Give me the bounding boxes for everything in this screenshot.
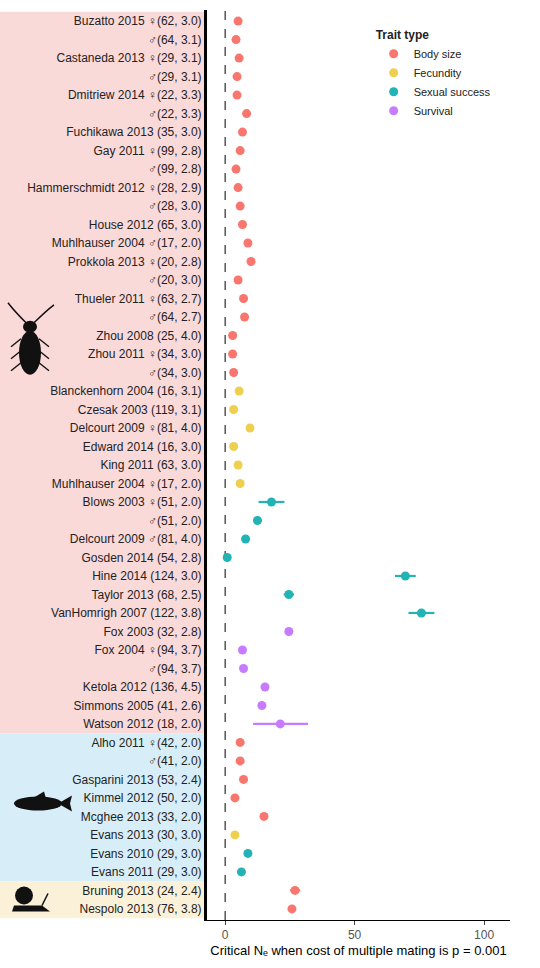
svg-text:Kimmel 2012 (50, 2.0): Kimmel 2012 (50, 2.0) xyxy=(84,791,202,805)
svg-text:Evans 2011 (29, 3.0): Evans 2011 (29, 3.0) xyxy=(91,865,202,879)
svg-text:Dmitriew 2014 ♀(22, 3.3): Dmitriew 2014 ♀(22, 3.3) xyxy=(68,88,202,102)
svg-text:Delcourt 2009 ♂(81, 4.0): Delcourt 2009 ♂(81, 4.0) xyxy=(70,532,202,546)
svg-text:Zhou 2011 ♀(34, 3.0): Zhou 2011 ♀(34, 3.0) xyxy=(88,347,202,361)
svg-text:Simmons 2005 (41, 2.6): Simmons 2005 (41, 2.6) xyxy=(74,699,202,713)
svg-text:Edward 2014 (16, 3.0): Edward 2014 (16, 3.0) xyxy=(83,440,202,454)
svg-text:0: 0 xyxy=(222,928,229,942)
svg-text:♂(29, 3.1): ♂(29, 3.1) xyxy=(148,70,202,84)
svg-text:♂(64, 2.7): ♂(64, 2.7) xyxy=(148,310,202,324)
svg-text:♂(94, 3.7): ♂(94, 3.7) xyxy=(148,662,202,676)
svg-text:House 2012 (65, 3.0): House 2012 (65, 3.0) xyxy=(89,218,202,232)
svg-text:Alho 2011 ♀(42, 2.0): Alho 2011 ♀(42, 2.0) xyxy=(91,736,201,750)
svg-text:Survival: Survival xyxy=(414,105,453,117)
svg-text:♂(64, 3.1): ♂(64, 3.1) xyxy=(148,33,202,47)
svg-text:Fecundity: Fecundity xyxy=(414,67,462,79)
svg-text:Taylor 2013 (68, 2.5): Taylor 2013 (68, 2.5) xyxy=(92,588,202,602)
svg-text:Muhlhauser 2004 ♀(17, 2.0): Muhlhauser 2004 ♀(17, 2.0) xyxy=(52,477,202,491)
svg-text:Blanckenhorn 2004 (16, 3.1): Blanckenhorn 2004 (16, 3.1) xyxy=(50,384,201,398)
svg-text:Evans 2010 (29, 3.0): Evans 2010 (29, 3.0) xyxy=(90,847,201,861)
svg-text:♂(41, 2.0): ♂(41, 2.0) xyxy=(148,754,202,768)
svg-text:♂(22, 3.3): ♂(22, 3.3) xyxy=(148,107,202,121)
svg-text:♂(34, 3.0): ♂(34, 3.0) xyxy=(148,366,202,380)
svg-text:Thueler 2011 ♀(63, 2.7): Thueler 2011 ♀(63, 2.7) xyxy=(75,292,202,306)
svg-text:100: 100 xyxy=(474,928,494,942)
svg-text:Gasparini 2013 (53, 2.4): Gasparini 2013 (53, 2.4) xyxy=(72,773,201,787)
svg-text:Trait type: Trait type xyxy=(376,28,430,42)
svg-text:King 2011 (63, 3.0): King 2011 (63, 3.0) xyxy=(100,458,201,472)
svg-text:♂(99, 2.8): ♂(99, 2.8) xyxy=(148,162,202,176)
svg-text:VanHomrigh 2007 (122, 3.8): VanHomrigh 2007 (122, 3.8) xyxy=(51,606,202,620)
svg-text:50: 50 xyxy=(348,928,362,942)
svg-text:Gosden 2014 (54, 2.8): Gosden 2014 (54, 2.8) xyxy=(82,551,202,565)
svg-text:Hine 2014 (124, 3.0): Hine 2014 (124, 3.0) xyxy=(92,569,201,583)
svg-text:Gay 2011 ♀(99, 2.8): Gay 2011 ♀(99, 2.8) xyxy=(93,144,201,158)
svg-text:Hammerschmidt 2012 ♀(28, 2.9): Hammerschmidt 2012 ♀(28, 2.9) xyxy=(27,181,201,195)
svg-text:♂(28, 3.0): ♂(28, 3.0) xyxy=(148,199,202,213)
svg-text:Muhlhauser 2004 ♂(17, 2.0): Muhlhauser 2004 ♂(17, 2.0) xyxy=(52,236,202,250)
svg-text:Fox 2003 (32, 2.8): Fox 2003 (32, 2.8) xyxy=(104,625,202,639)
svg-text:Fox 2004 ♀(94, 3.7): Fox 2004 ♀(94, 3.7) xyxy=(95,643,202,657)
svg-text:Buzatto 2015 ♀(62, 3.0): Buzatto 2015 ♀(62, 3.0) xyxy=(74,14,202,28)
svg-text:Prokkola 2013 ♀(20, 2.8): Prokkola 2013 ♀(20, 2.8) xyxy=(68,255,202,269)
svg-text:Czesak 2003 (119, 3.1): Czesak 2003 (119, 3.1) xyxy=(78,403,202,417)
svg-text:Sexual success: Sexual success xyxy=(414,86,491,98)
svg-text:Bruning 2013 (24, 2.4): Bruning 2013 (24, 2.4) xyxy=(82,884,201,898)
svg-text:Fuchikawa 2013 (35, 3.0): Fuchikawa 2013 (35, 3.0) xyxy=(66,125,201,139)
svg-text:Nespolo 2013 (76, 3.8): Nespolo 2013 (76, 3.8) xyxy=(80,902,202,916)
svg-text:♂(51, 2.0): ♂(51, 2.0) xyxy=(148,514,202,528)
svg-text:Blows 2003 ♀(51, 2.0): Blows 2003 ♀(51, 2.0) xyxy=(83,495,202,509)
svg-text:Critical Nₑ when cost of multi: Critical Nₑ when cost of multiple mating… xyxy=(210,943,506,958)
svg-text:Watson 2012 (18, 2.0): Watson 2012 (18, 2.0) xyxy=(83,717,201,731)
svg-text:♂(20, 3.0): ♂(20, 3.0) xyxy=(148,273,202,287)
svg-text:Castaneda 2013 ♀(29, 3.1): Castaneda 2013 ♀(29, 3.1) xyxy=(56,51,201,65)
svg-text:Evans 2013 (30, 3.0): Evans 2013 (30, 3.0) xyxy=(90,828,201,842)
svg-text:Delcourt 2009 ♀(81, 4.0): Delcourt 2009 ♀(81, 4.0) xyxy=(70,421,202,435)
svg-text:Body size: Body size xyxy=(414,48,462,60)
svg-text:Mcghee 2013 (33, 2.0): Mcghee 2013 (33, 2.0) xyxy=(81,810,202,824)
svg-text:Zhou 2008 (25, 4.0): Zhou 2008 (25, 4.0) xyxy=(96,329,201,343)
svg-text:Ketola 2012 (136, 4.5): Ketola 2012 (136, 4.5) xyxy=(83,680,202,694)
